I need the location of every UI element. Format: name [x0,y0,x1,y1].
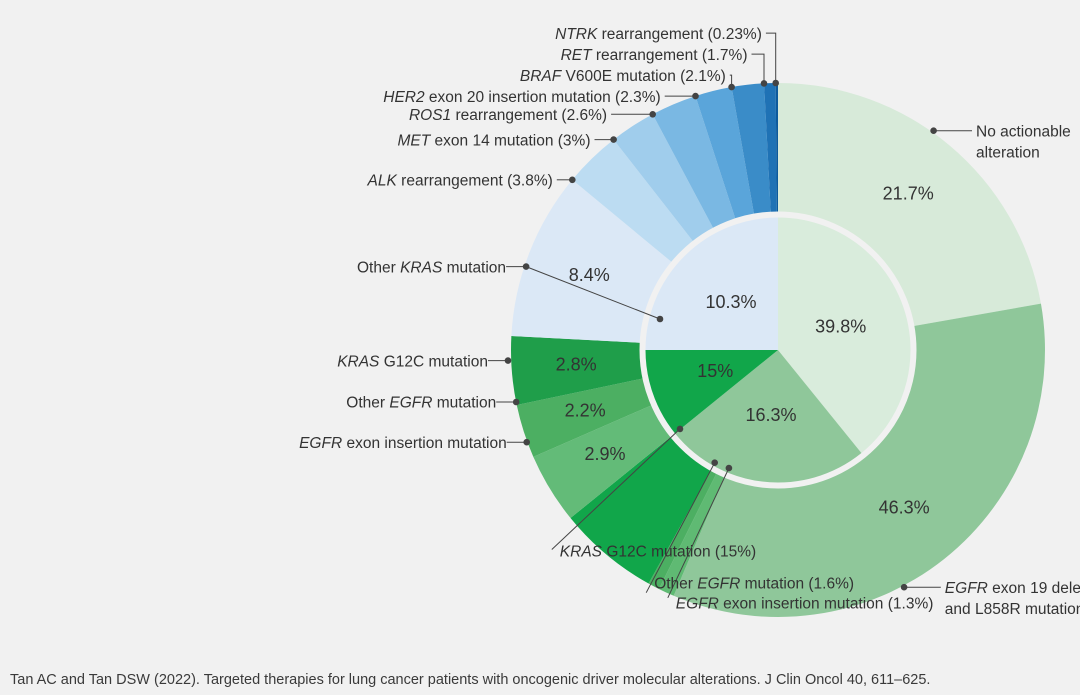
svg-text:EGFR exon 19 deletion: EGFR exon 19 deletion [945,580,1080,597]
svg-text:No actionable: No actionable [976,123,1071,140]
svg-text:21.7%: 21.7% [883,184,934,204]
svg-text:RET rearrangement (1.7%): RET rearrangement (1.7%) [561,47,748,64]
svg-text:10.3%: 10.3% [705,292,756,312]
svg-text:Other EGFR mutation (1.6%): Other EGFR mutation (1.6%) [654,576,854,593]
svg-text:46.3%: 46.3% [879,497,930,517]
svg-text:39.8%: 39.8% [815,317,866,337]
svg-text:KRAS G12C mutation: KRAS G12C mutation [337,353,488,370]
svg-text:alteration: alteration [976,144,1040,161]
svg-text:Other EGFR mutation: Other EGFR mutation [346,395,496,412]
svg-text:HER2 exon 20 insertion mutatio: HER2 exon 20 insertion mutation (2.3%) [383,89,660,106]
svg-text:KRAS G12C mutation (15%): KRAS G12C mutation (15%) [560,544,756,561]
svg-text:and L858R mutation: and L858R mutation [945,601,1080,618]
svg-text:2.2%: 2.2% [565,400,606,420]
svg-text:EGFR exon insertion mutation: EGFR exon insertion mutation [299,435,507,452]
svg-text:16.3%: 16.3% [745,405,796,425]
svg-text:ALK rearrangement (3.8%): ALK rearrangement (3.8%) [367,173,553,190]
svg-text:8.4%: 8.4% [569,265,610,285]
svg-text:2.9%: 2.9% [584,444,625,464]
svg-text:NTRK rearrangement (0.23%): NTRK rearrangement (0.23%) [555,26,762,43]
svg-text:2.8%: 2.8% [556,354,597,374]
svg-text:MET exon 14 mutation (3%): MET exon 14 mutation (3%) [398,132,591,149]
svg-text:BRAF V600E mutation (2.1%): BRAF V600E mutation (2.1%) [520,68,726,85]
svg-text:ROS1 rearrangement (2.6%): ROS1 rearrangement (2.6%) [409,107,607,124]
svg-text:EGFR exon insertion mutation (: EGFR exon insertion mutation (1.3%) [676,596,934,613]
svg-text:15%: 15% [697,361,733,381]
svg-text:Other KRAS mutation: Other KRAS mutation [357,259,506,276]
